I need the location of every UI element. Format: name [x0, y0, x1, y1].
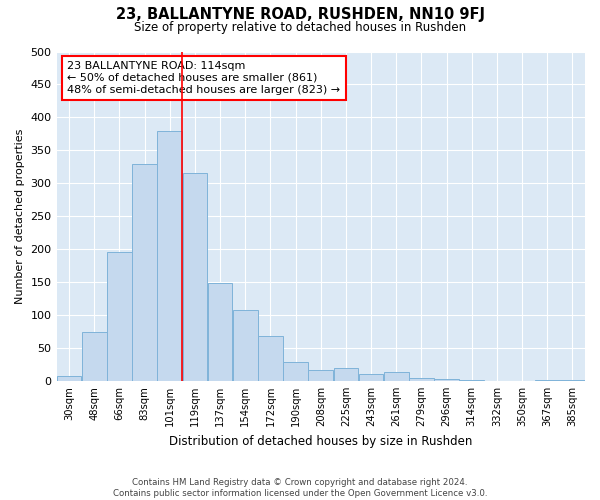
Bar — [208, 284, 232, 381]
Bar — [334, 368, 358, 381]
Y-axis label: Number of detached properties: Number of detached properties — [15, 128, 25, 304]
Text: Contains HM Land Registry data © Crown copyright and database right 2024.
Contai: Contains HM Land Registry data © Crown c… — [113, 478, 487, 498]
Bar — [233, 310, 257, 381]
Bar — [560, 380, 585, 381]
Bar — [82, 332, 107, 381]
Bar — [157, 130, 182, 381]
Bar — [132, 164, 157, 381]
Bar — [359, 374, 383, 381]
Bar — [283, 362, 308, 381]
Bar — [434, 379, 459, 381]
X-axis label: Distribution of detached houses by size in Rushden: Distribution of detached houses by size … — [169, 434, 472, 448]
Text: 23 BALLANTYNE ROAD: 114sqm
← 50% of detached houses are smaller (861)
48% of sem: 23 BALLANTYNE ROAD: 114sqm ← 50% of deta… — [67, 62, 340, 94]
Text: Size of property relative to detached houses in Rushden: Size of property relative to detached ho… — [134, 21, 466, 34]
Bar — [57, 376, 82, 381]
Bar — [107, 252, 132, 381]
Bar — [308, 370, 333, 381]
Bar — [460, 380, 484, 381]
Bar — [182, 174, 207, 381]
Bar — [258, 336, 283, 381]
Bar — [409, 378, 434, 381]
Bar — [384, 372, 409, 381]
Bar — [535, 380, 560, 381]
Text: 23, BALLANTYNE ROAD, RUSHDEN, NN10 9FJ: 23, BALLANTYNE ROAD, RUSHDEN, NN10 9FJ — [115, 8, 485, 22]
